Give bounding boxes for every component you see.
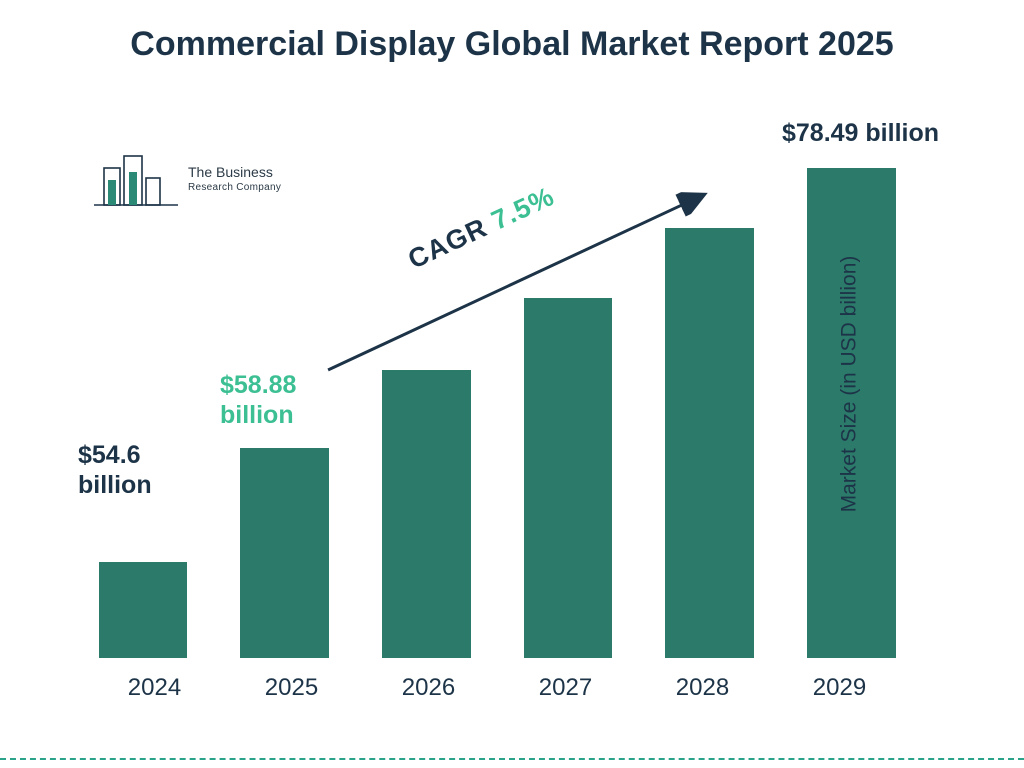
bar-rect bbox=[99, 562, 188, 658]
x-label: 2027 bbox=[497, 674, 634, 702]
value-label-2024: $54.6 billion bbox=[78, 440, 152, 500]
y-axis-label: Market Size (in USD billion) bbox=[838, 256, 862, 513]
x-label: 2024 bbox=[86, 674, 223, 702]
bar-2025 bbox=[228, 448, 342, 658]
bar-2028 bbox=[653, 228, 767, 658]
x-label: 2028 bbox=[634, 674, 771, 702]
x-label: 2025 bbox=[223, 674, 360, 702]
bar-rect bbox=[524, 298, 613, 658]
bar-rect bbox=[240, 448, 329, 658]
bar-rect bbox=[665, 228, 754, 658]
chart-title: Commercial Display Global Market Report … bbox=[0, 24, 1024, 64]
x-axis-labels: 202420252026202720282029 bbox=[80, 674, 914, 702]
x-label: 2029 bbox=[771, 674, 908, 702]
bar-2024 bbox=[86, 562, 200, 658]
bar-2026 bbox=[369, 370, 483, 658]
x-label: 2026 bbox=[360, 674, 497, 702]
value-label-2025: $58.88 billion bbox=[220, 370, 296, 430]
bar-2027 bbox=[511, 298, 625, 658]
value-label-2029: $78.49 billion bbox=[782, 118, 939, 148]
bar-rect bbox=[382, 370, 471, 658]
report-canvas: Commercial Display Global Market Report … bbox=[0, 0, 1024, 768]
footer-divider bbox=[0, 758, 1024, 760]
